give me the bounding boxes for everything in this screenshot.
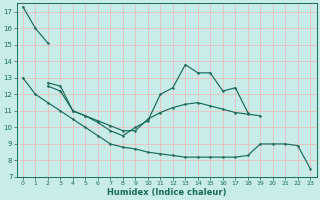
X-axis label: Humidex (Indice chaleur): Humidex (Indice chaleur) <box>107 188 226 197</box>
